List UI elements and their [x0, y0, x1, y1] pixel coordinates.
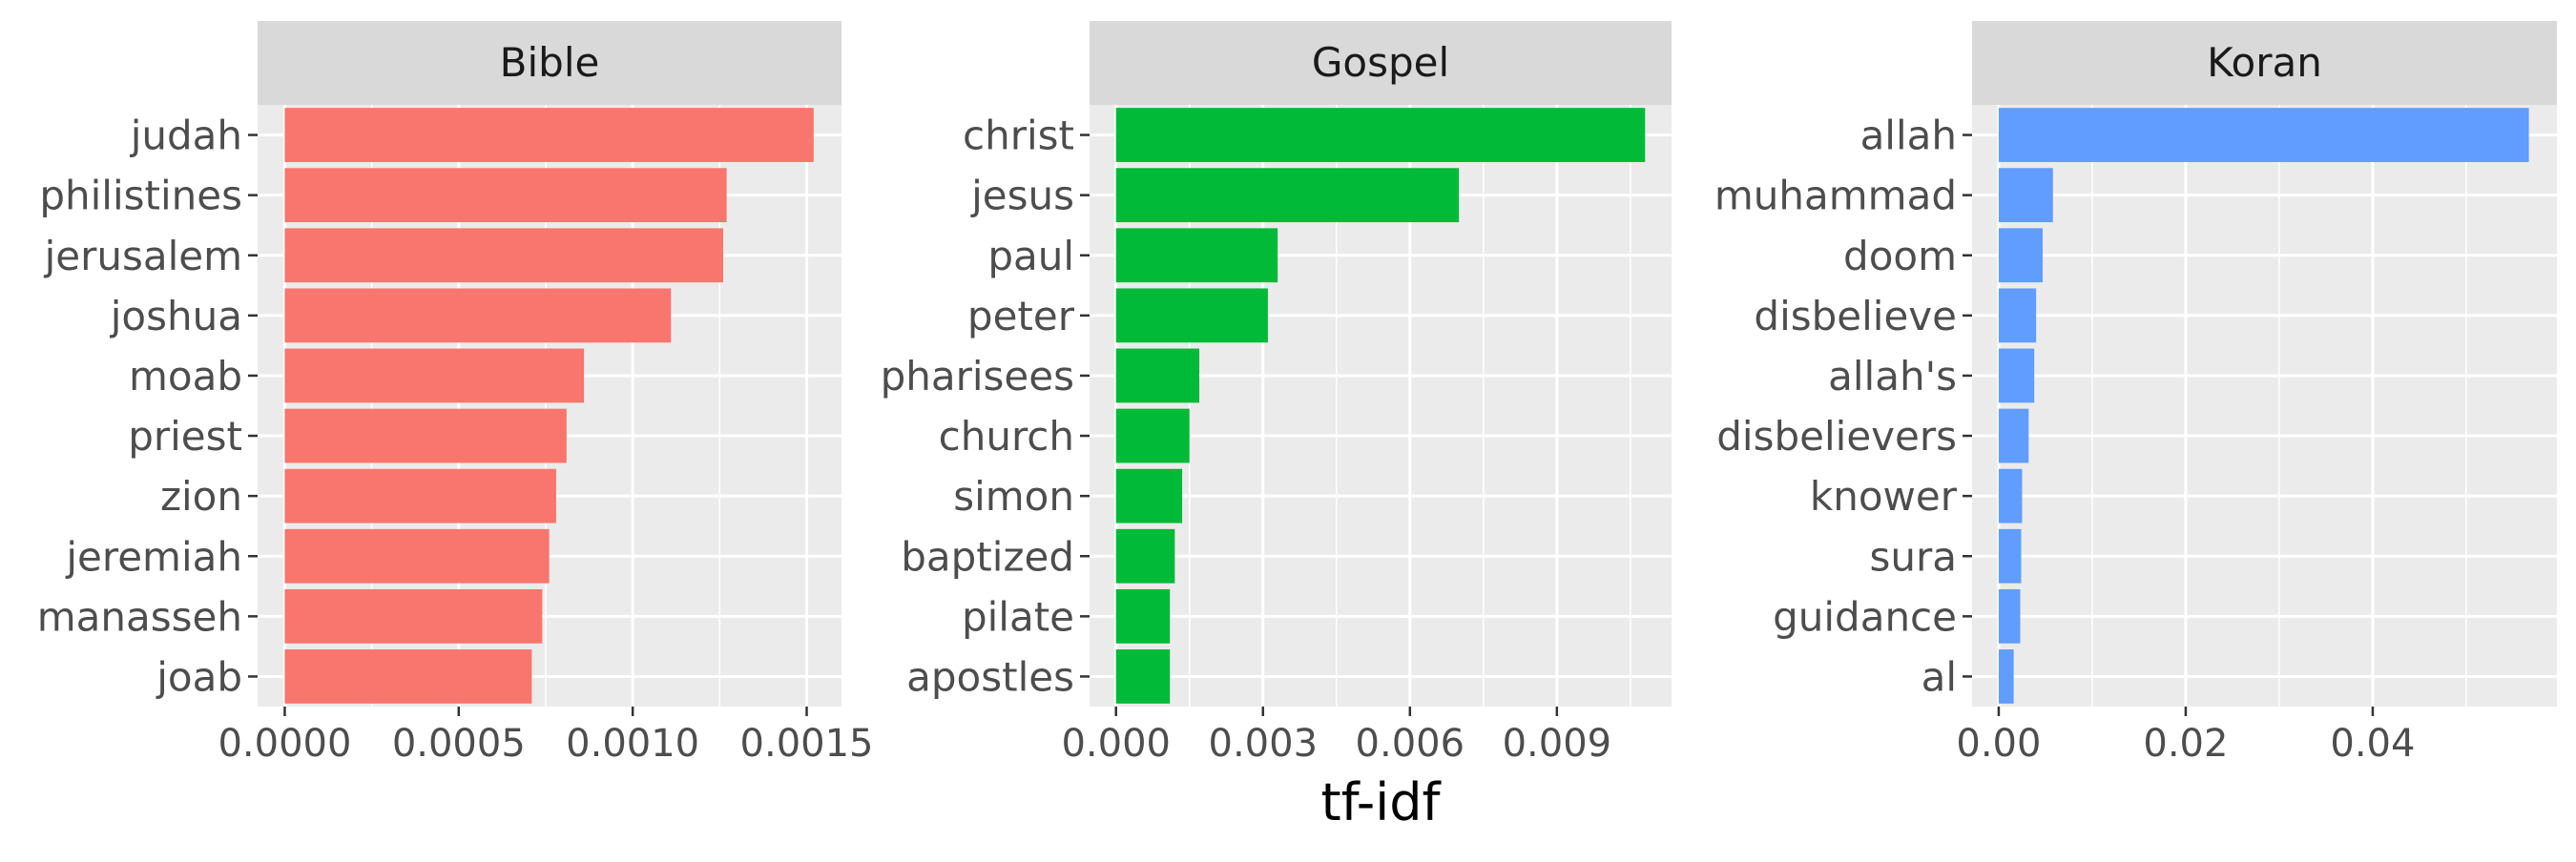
y-tick-label: guidance [1773, 593, 1957, 640]
x-tick-label: 0.0015 [740, 722, 874, 766]
bar-jesus [1115, 168, 1460, 223]
bar-paul [1115, 228, 1278, 283]
panel-bible: Bible judah philistines jerusalem joshua moab… [37, 21, 874, 766]
panel-koran: Koran allah muhammad doom disbelieve allah's d… [1714, 21, 2557, 766]
x-tick-label: 0.0010 [566, 722, 699, 766]
x-tick-label: 0.04 [2330, 722, 2415, 766]
y-tick-label: disbelievers [1716, 413, 1957, 460]
y-tick-label: philistines [39, 173, 242, 219]
x-tick-label: 0.0005 [392, 722, 526, 766]
y-tick-label: doom [1843, 233, 1957, 279]
y-tick-label: simon [953, 473, 1074, 520]
y-tick-label: muhammad [1714, 173, 1957, 219]
bar-disbelievers [1998, 408, 2029, 463]
bar-judah [284, 108, 814, 162]
y-tick-label: jesus [970, 173, 1074, 219]
x-tick-label: 0.00 [1956, 722, 2041, 766]
y-tick-label: manasseh [37, 593, 242, 640]
x-tick-label: 0.003 [1209, 722, 1319, 766]
x-axis-title: tf-idf [1320, 772, 1442, 832]
bar-knower [1998, 468, 2023, 523]
y-tick-label: baptized [901, 533, 1074, 580]
x-tick-label: 0.000 [1061, 722, 1171, 766]
y-tick-label: jerusalem [44, 233, 242, 279]
x-tick-label: 0.006 [1356, 722, 1465, 766]
y-tick-label: knower [1810, 473, 1958, 520]
bar-joab [284, 649, 532, 704]
y-tick-label: christ [963, 113, 1074, 159]
y-tick-label: disbelieve [1754, 293, 1957, 339]
bar-sura [1998, 528, 2022, 584]
y-tick-label: church [939, 413, 1074, 460]
bar-jeremiah [284, 528, 550, 584]
y-tick-label: priest [128, 413, 242, 460]
panel-strip [258, 21, 841, 105]
bar-guidance [1998, 588, 2021, 644]
y-tick-label: joab [156, 653, 242, 700]
x-tick-label: 0.0000 [218, 722, 351, 766]
bar-philistines [284, 168, 727, 223]
panel-title: Gospel [1312, 39, 1449, 86]
y-tick-label: sura [1869, 533, 1957, 580]
panel-title: Koran [2207, 39, 2322, 86]
y-tick-label: apostles [906, 653, 1074, 700]
bar-muhammad [1998, 168, 2053, 223]
y-tick-label: al [1922, 653, 1957, 700]
bar-apostles [1115, 649, 1171, 704]
y-tick-label: pilate [962, 593, 1074, 640]
y-tick-label: jeremiah [65, 533, 242, 580]
y-tick-label: pharisees [881, 353, 1074, 400]
panel-gospel: Gospel christ jesus paul peter pharisees churc… [881, 21, 1672, 766]
bar-al [1998, 649, 2014, 704]
y-tick-label: peter [967, 293, 1075, 339]
bar-baptized [1115, 528, 1175, 584]
panel-strip [1972, 21, 2557, 105]
y-tick-label: allah's [1828, 353, 1957, 400]
bar-simon [1115, 468, 1183, 523]
bar-moab [284, 348, 585, 403]
bar-christ [1115, 108, 1646, 162]
bar-allah's [1998, 348, 2035, 403]
panel-background [1972, 105, 2557, 707]
y-tick-label: allah [1860, 113, 1957, 159]
y-tick-label: moab [129, 353, 242, 400]
bar-disbelieve [1998, 288, 2037, 343]
bar-joshua [284, 288, 672, 343]
panel-strip [1090, 21, 1672, 105]
bar-pharisees [1115, 348, 1200, 403]
x-tick-label: 0.02 [2143, 722, 2228, 766]
bar-priest [284, 408, 567, 463]
panel-title: Bible [500, 39, 600, 86]
bar-manasseh [284, 588, 543, 644]
bar-zion [284, 468, 556, 523]
bar-peter [1115, 288, 1268, 343]
y-tick-label: paul [987, 233, 1074, 279]
bar-doom [1998, 228, 2043, 283]
y-tick-label: judah [130, 113, 242, 159]
bar-jerusalem [284, 228, 723, 283]
y-tick-label: joshua [110, 293, 242, 339]
bar-church [1115, 408, 1190, 463]
bar-allah [1998, 108, 2529, 162]
y-tick-label: zion [160, 473, 242, 520]
x-tick-label: 0.009 [1503, 722, 1612, 766]
bar-pilate [1115, 588, 1171, 644]
